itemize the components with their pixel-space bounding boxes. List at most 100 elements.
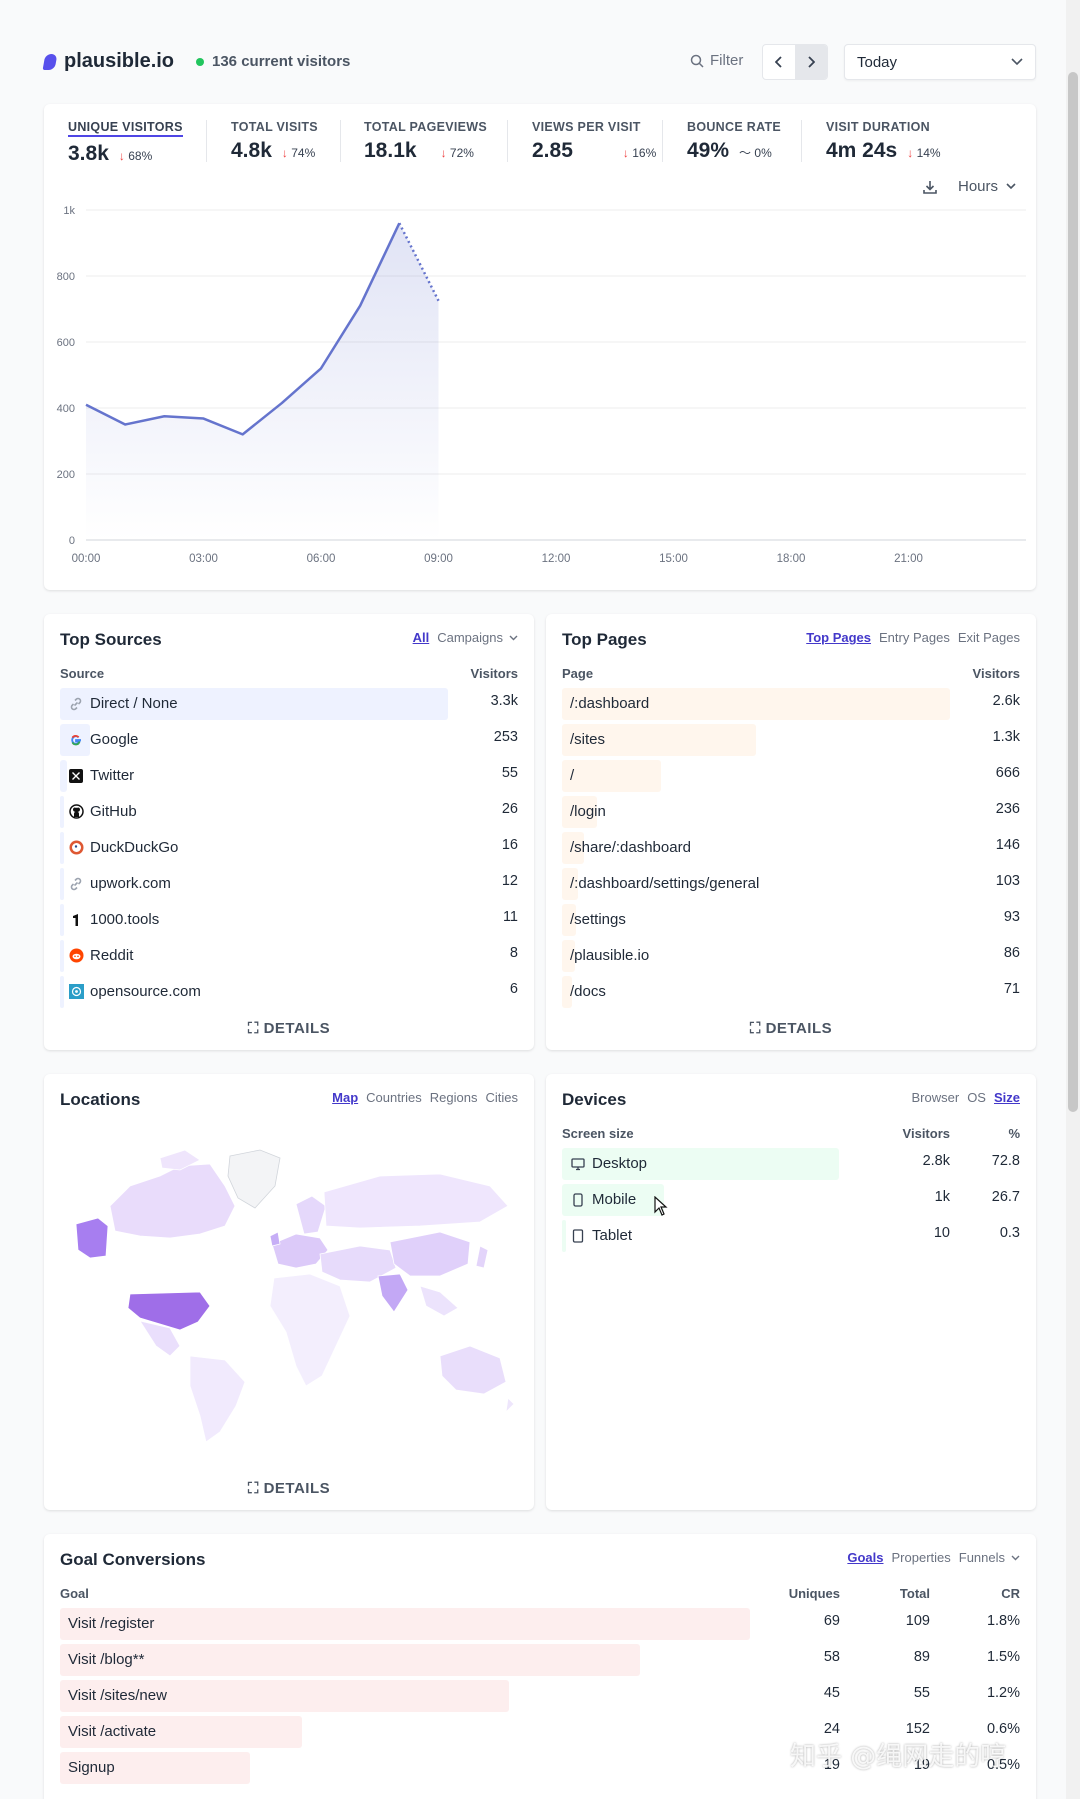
visitors-value: 666 bbox=[995, 765, 1020, 781]
map-japan bbox=[475, 1245, 489, 1269]
stat-views-per-visit[interactable]: VIEWS PER VISIT 2.85 ↓ 16% bbox=[532, 120, 656, 163]
desktop-icon bbox=[570, 1156, 586, 1172]
locations-tabs: Map Countries Regions Cities bbox=[332, 1090, 518, 1105]
interval-select[interactable]: Hours bbox=[958, 178, 1016, 195]
panel-title: Devices bbox=[562, 1090, 627, 1109]
source-row[interactable]: 1000.tools 11 bbox=[60, 904, 518, 936]
device-row[interactable]: Tablet 10 0.3 bbox=[562, 1220, 1020, 1252]
x-tick-label: 12:00 bbox=[542, 553, 571, 565]
source-row[interactable]: upwork.com 12 bbox=[60, 868, 518, 900]
top-pages-card: Top Pages Top Pages Entry Pages Exit Pag… bbox=[546, 614, 1036, 1050]
y-tick-label: 1k bbox=[63, 205, 75, 217]
scrollbar-thumb[interactable] bbox=[1068, 72, 1078, 1112]
device-row[interactable]: Desktop 2.8k 72.8 bbox=[562, 1148, 1020, 1180]
current-visitors[interactable]: 136 current visitors bbox=[196, 53, 350, 70]
goal-row[interactable]: Visit /sites/new 45 55 1.2% bbox=[60, 1680, 1020, 1712]
sources-details-button[interactable]: ⛶ DETAILS bbox=[247, 1020, 331, 1037]
tab-campaigns[interactable]: Campaigns bbox=[437, 630, 518, 645]
tab-exit-pages[interactable]: Exit Pages bbox=[957, 630, 1020, 645]
cr-value: 1.8% bbox=[986, 1613, 1020, 1629]
y-tick-label: 400 bbox=[57, 403, 75, 415]
page-row[interactable]: /plausible.io 86 bbox=[562, 940, 1020, 972]
goal-row[interactable]: Visit /activate 24 152 0.6% bbox=[60, 1716, 1020, 1748]
source-row[interactable]: Twitter 55 bbox=[60, 760, 518, 792]
visitors-value: 2.8k bbox=[922, 1153, 950, 1169]
row-label: Visit /blog** bbox=[68, 1651, 145, 1668]
stat-total-pageviews[interactable]: TOTAL PAGEVIEWS 18.1k ↓ 72% bbox=[364, 120, 487, 163]
stat-value: 18.1k bbox=[364, 139, 417, 162]
tab-cities[interactable]: Cities bbox=[485, 1090, 518, 1105]
page-row[interactable]: /sites 1.3k bbox=[562, 724, 1020, 756]
source-row[interactable]: DuckDuckGo 16 bbox=[60, 832, 518, 864]
source-row[interactable]: opensource.com 6 bbox=[60, 976, 518, 1008]
tab-all[interactable]: All bbox=[412, 630, 430, 645]
pages-tabs: Top Pages Entry Pages Exit Pages bbox=[806, 630, 1020, 645]
page-row[interactable]: /docs 71 bbox=[562, 976, 1020, 1008]
percent-value: 72.8 bbox=[991, 1153, 1020, 1169]
column-header-cr: CR bbox=[1001, 1586, 1020, 1601]
locations-details-button[interactable]: ⛶ DETAILS bbox=[247, 1480, 331, 1497]
period-select[interactable]: Today bbox=[844, 44, 1036, 80]
x-tick-label: 06:00 bbox=[307, 553, 336, 565]
page-row[interactable]: /:dashboard 2.6k bbox=[562, 688, 1020, 720]
live-dot-icon bbox=[196, 57, 204, 66]
download-icon[interactable] bbox=[922, 179, 938, 195]
tab-entry-pages[interactable]: Entry Pages bbox=[879, 630, 950, 645]
column-header-visitors: Visitors bbox=[902, 1126, 950, 1141]
page-row[interactable]: / 666 bbox=[562, 760, 1020, 792]
row-bar bbox=[562, 796, 598, 828]
uniques-value: 19 bbox=[823, 1757, 840, 1773]
goal-row[interactable]: Visit /blog** 58 89 1.5% bbox=[60, 1644, 1020, 1676]
stat-visit-duration[interactable]: VISIT DURATION 4m 24s ↓ 14% bbox=[826, 120, 941, 163]
filter-button[interactable]: Filter bbox=[690, 52, 743, 69]
visitors-line-chart[interactable]: 0 200 400 600 800 1k 00:00 03:00 06:00 09:00 12:00… bbox=[44, 200, 1036, 580]
page-row[interactable]: /share/:dashboard 146 bbox=[562, 832, 1020, 864]
tab-regions[interactable]: Regions bbox=[429, 1090, 478, 1105]
previous-period-button[interactable] bbox=[763, 45, 795, 79]
tab-goals[interactable]: Goals bbox=[847, 1550, 884, 1565]
tab-funnels[interactable]: Funnels bbox=[959, 1550, 1020, 1565]
row-label: DuckDuckGo bbox=[90, 839, 179, 856]
goal-row[interactable]: Signup 19 19 0.5% bbox=[60, 1752, 1020, 1784]
stat-bounce-rate[interactable]: BOUNCE RATE 49% 〜 0% bbox=[687, 120, 781, 163]
link-icon bbox=[68, 876, 84, 892]
page-row[interactable]: /:dashboard/settings/general 103 bbox=[562, 868, 1020, 900]
page-row[interactable]: /login 236 bbox=[562, 796, 1020, 828]
column-header-percent: % bbox=[1008, 1126, 1020, 1141]
source-row[interactable]: Direct / None 3.3k bbox=[60, 688, 518, 720]
column-header-goal: Goal bbox=[60, 1586, 89, 1601]
plausible-logo-icon bbox=[42, 53, 58, 70]
goal-row[interactable]: Visit /register 69 109 1.8% bbox=[60, 1608, 1020, 1640]
page-row[interactable]: /settings 93 bbox=[562, 904, 1020, 936]
map-africa bbox=[269, 1273, 351, 1387]
next-period-button[interactable] bbox=[795, 45, 827, 79]
x-tick-label: 18:00 bbox=[777, 553, 806, 565]
visitors-value: 6 bbox=[509, 981, 518, 997]
tab-map[interactable]: Map bbox=[332, 1090, 359, 1105]
map-canada bbox=[109, 1163, 236, 1239]
stat-unique-visitors[interactable]: UNIQUE VISITORS 3.8k ↓ 68% bbox=[68, 120, 183, 166]
github-icon bbox=[68, 804, 84, 820]
tab-properties[interactable]: Properties bbox=[891, 1550, 951, 1565]
source-row[interactable]: GitHub 26 bbox=[60, 796, 518, 828]
visitors-value: 93 bbox=[1003, 909, 1020, 925]
tab-countries[interactable]: Countries bbox=[366, 1090, 422, 1105]
source-row[interactable]: Google 253 bbox=[60, 724, 518, 756]
tab-top-pages[interactable]: Top Pages bbox=[806, 630, 872, 645]
world-map[interactable] bbox=[60, 1146, 518, 1446]
stat-change: ↓ 16% bbox=[622, 146, 657, 160]
pages-details-button[interactable]: ⛶ DETAILS bbox=[749, 1020, 833, 1037]
site-logo[interactable]: plausible.io bbox=[42, 50, 174, 73]
tab-browser[interactable]: Browser bbox=[911, 1090, 960, 1105]
tab-size[interactable]: Size bbox=[993, 1090, 1020, 1105]
row-bar bbox=[562, 760, 662, 792]
map-russia bbox=[323, 1173, 509, 1229]
row-bar bbox=[60, 976, 64, 1008]
device-row[interactable]: Mobile 1k 26.7 bbox=[562, 1184, 1020, 1216]
source-row[interactable]: Reddit 8 bbox=[60, 940, 518, 972]
scrollbar[interactable] bbox=[1066, 0, 1080, 1799]
tab-os[interactable]: OS bbox=[967, 1090, 986, 1105]
row-label: /docs bbox=[570, 983, 606, 1000]
visitors-value: 1k bbox=[934, 1189, 950, 1205]
stat-total-visits[interactable]: TOTAL VISITS 4.8k ↓ 74% bbox=[231, 120, 318, 163]
